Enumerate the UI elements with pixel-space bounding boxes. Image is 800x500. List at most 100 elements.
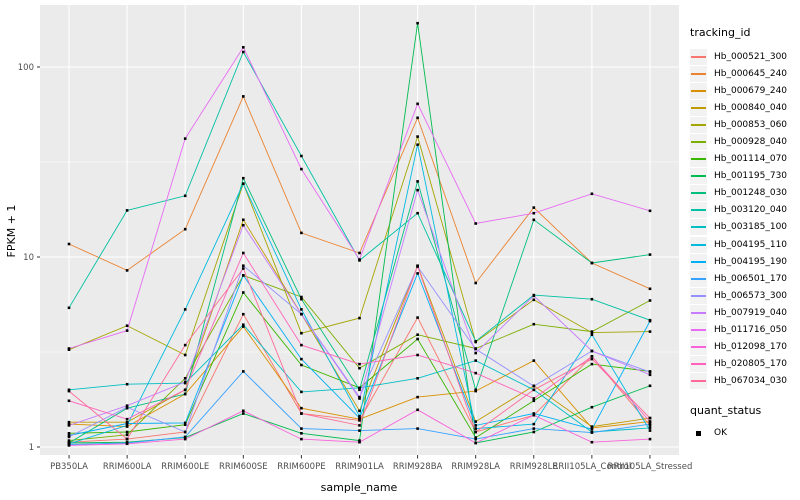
data-point [648,299,652,302]
data-point [590,333,594,336]
legend-color-line-icon [691,226,706,229]
data-point [67,432,71,435]
data-point [183,377,187,380]
x-tick-label: RRII105LA_Stressed [608,462,693,472]
legend-color-line-icon [691,346,706,349]
data-point [358,251,361,255]
data-point [183,227,187,231]
data-point [67,389,71,393]
legend-item-Hb_001114_070: Hb_001114_070 [690,151,800,168]
data-point [416,427,419,430]
legend-color-line-icon [691,277,706,280]
data-point [242,46,245,49]
data-point [300,432,303,435]
data-point [300,331,303,335]
legend-key [690,356,707,373]
data-point [183,137,187,140]
data-point [67,399,71,403]
data-point [416,333,419,336]
data-point [590,405,594,409]
quant-status-legend-title: quant_status [690,403,762,417]
legend-item-label: Hb_006573_300 [714,290,788,301]
data-point [125,209,129,212]
data-point [532,298,536,302]
legend-color-line-icon [691,260,706,263]
data-point [416,408,419,412]
data-point [242,95,245,98]
legend-item-Hb_001195_730: Hb_001195_730 [690,168,800,185]
data-point [183,194,187,198]
data-point [532,413,536,417]
data-point [125,405,129,409]
legend-key [690,270,707,287]
data-point [125,437,129,441]
legend-key [690,253,707,270]
data-point [125,382,129,386]
data-point [416,143,419,146]
data-point [590,357,594,361]
data-point [67,347,71,350]
data-point [358,362,361,366]
data-point [648,319,652,323]
data-point [474,359,477,362]
legend-item-label: Hb_000521_300 [714,51,788,62]
legend-item-label: Hb_020805_170 [714,359,788,370]
data-point [590,427,594,431]
data-point [648,437,652,441]
data-point [300,297,303,301]
data-point [590,261,594,265]
legend-item-Hb_003120_040: Hb_003120_040 [690,202,800,219]
legend-key [690,185,707,202]
x-tick-label: RRIM600LE [161,462,209,472]
legend-item-label: Hb_000853_060 [714,119,788,130]
data-point [358,397,361,400]
data-point [67,306,71,310]
data-point [242,274,245,277]
legend-item-Hb_004195_110: Hb_004195_110 [690,236,800,253]
data-point [532,384,536,388]
data-point [648,422,652,426]
data-point [648,370,652,374]
quant-status-label: OK [714,428,727,439]
data-point [532,427,536,430]
legend-item-Hb_000840_040: Hb_000840_040 [690,99,800,116]
data-point [300,363,303,367]
legend-item-Hb_012098_170: Hb_012098_170 [690,339,800,356]
x-tick-label: RRIM600LA [103,462,152,472]
data-point [242,218,245,222]
legend-color-line-icon [691,141,706,144]
data-point [648,416,652,420]
data-point [300,231,303,235]
data-point [474,430,477,434]
data-point [183,423,187,426]
data-point [648,209,652,213]
data-point [183,437,187,441]
x-tick-label: RRIM901LA [335,462,384,472]
legend-item-label: Hb_003185_100 [714,222,788,233]
data-point [358,424,361,427]
data-point [183,421,187,425]
data-point [648,384,652,388]
data-point [648,424,652,427]
data-point [242,325,245,328]
legend-key [690,322,707,339]
legend-item-label: Hb_011716_050 [714,325,788,336]
x-tick-label: RRIM928BA [393,462,443,472]
data-point [242,264,245,267]
data-point [242,251,245,255]
data-point [242,409,245,413]
legend-item-label: Hb_067034_030 [714,376,788,387]
data-point [300,154,303,158]
legend-item-Hb_000645_240: Hb_000645_240 [690,65,800,82]
legend-item-Hb_067034_030: Hb_067034_030 [690,373,800,390]
data-point [416,188,419,192]
data-point [300,308,303,311]
legend-key [690,99,707,116]
legend-color-line-icon [691,380,706,383]
data-point [416,337,419,341]
data-point [358,258,361,261]
data-point [358,395,361,399]
data-point [183,343,187,347]
legend-item-Hb_000521_300: Hb_000521_300 [690,48,800,65]
